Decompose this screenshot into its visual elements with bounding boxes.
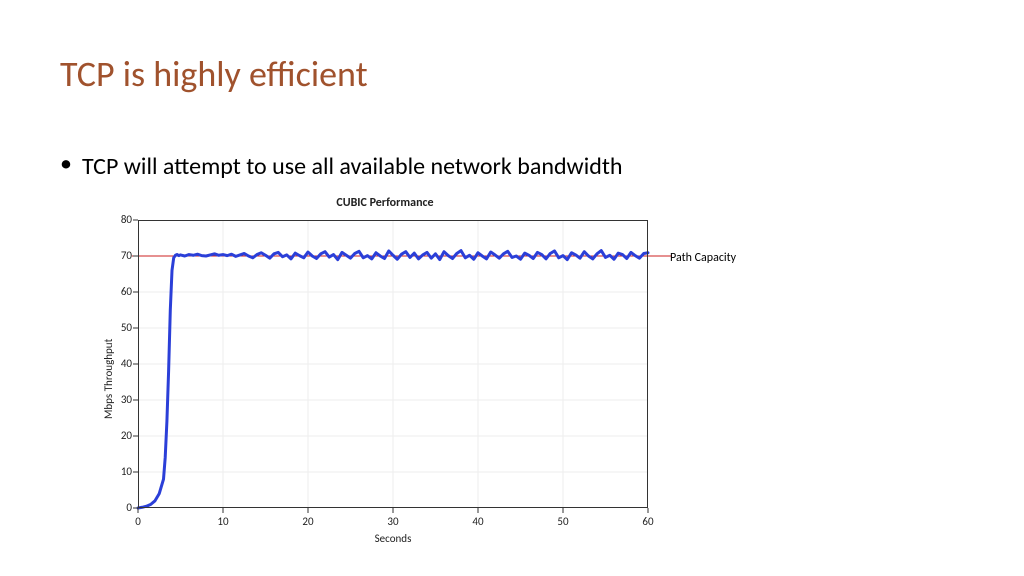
- path-capacity-label: Path Capacity: [670, 251, 736, 265]
- chart-title: CUBIC Performance: [90, 196, 680, 210]
- y-tick: 50: [110, 321, 132, 334]
- y-tick: 30: [110, 393, 132, 406]
- y-tick: 60: [110, 285, 132, 298]
- x-axis-label: Seconds: [138, 532, 648, 545]
- y-axis-label: Mbps Throughput: [102, 339, 115, 419]
- bullet-text: TCP will attempt to use all available ne…: [82, 152, 623, 181]
- bullet-item: • TCP will attempt to use all available …: [60, 152, 622, 181]
- slide: TCP is highly efficient • TCP will attem…: [0, 0, 1024, 576]
- y-tick: 10: [110, 465, 132, 478]
- bullet-dot-icon: •: [60, 152, 72, 176]
- y-tick: 40: [110, 357, 132, 370]
- x-tick: 20: [298, 515, 318, 528]
- y-tick: 80: [110, 213, 132, 226]
- y-tick: 20: [110, 429, 132, 442]
- x-tick: 50: [553, 515, 573, 528]
- x-tick: 30: [383, 515, 403, 528]
- slide-title: TCP is highly efficient: [60, 52, 368, 96]
- throughput-chart: CUBIC Performance Mbps Throughput Second…: [90, 196, 680, 548]
- y-tick: 70: [110, 249, 132, 262]
- x-tick: 0: [128, 515, 148, 528]
- chart-plot-area: [138, 220, 648, 508]
- y-tick: 0: [110, 501, 132, 514]
- x-tick: 60: [638, 515, 658, 528]
- x-tick: 40: [468, 515, 488, 528]
- x-tick: 10: [213, 515, 233, 528]
